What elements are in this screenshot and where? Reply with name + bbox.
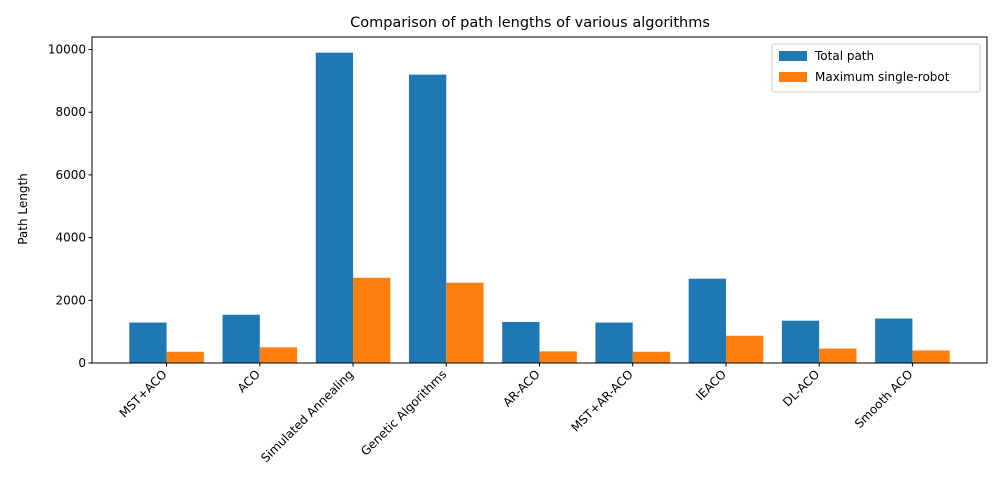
y-tick-label-2: 4000 xyxy=(55,231,86,245)
legend-label-0: Total path xyxy=(814,49,874,63)
bar-total-path-0 xyxy=(129,322,167,363)
y-tick-label-3: 6000 xyxy=(55,168,86,182)
legend: Total path Maximum single-robot xyxy=(771,43,981,93)
y-tick-label-0: 0 xyxy=(78,356,86,370)
legend-swatch-0 xyxy=(779,51,807,61)
chart-title: Comparison of path lengths of various al… xyxy=(350,15,710,31)
y-tick-label-1: 2000 xyxy=(55,293,86,307)
bar-max-single-robot-6 xyxy=(725,335,764,363)
bar-total-path-2 xyxy=(315,52,354,364)
bars-layer xyxy=(129,52,950,364)
bar-total-path-5 xyxy=(595,322,633,363)
bar-total-path-7 xyxy=(781,320,820,363)
legend-box xyxy=(771,43,981,93)
bar-total-path-1 xyxy=(222,314,260,363)
plot-frame xyxy=(91,36,988,364)
bar-max-single-robot-1 xyxy=(259,347,298,363)
legend-label-1: Maximum single-robot xyxy=(815,70,950,84)
y-axis-ticks: 0 2000 4000 6000 8000 10000 xyxy=(48,43,92,370)
bar-max-single-robot-8 xyxy=(912,350,950,363)
bar-total-path-6 xyxy=(688,278,726,363)
bar-max-single-robot-4 xyxy=(539,351,577,363)
bar-max-single-robot-0 xyxy=(166,351,204,363)
legend-swatch-1 xyxy=(779,72,807,82)
y-tick-label-5: 10000 xyxy=(48,43,86,57)
bar-total-path-8 xyxy=(875,318,913,363)
bar-max-single-robot-3 xyxy=(446,282,484,363)
bar-total-path-3 xyxy=(408,74,447,363)
bar-max-single-robot-5 xyxy=(632,351,671,363)
bar-total-path-4 xyxy=(502,321,540,363)
bar-max-single-robot-2 xyxy=(353,277,391,363)
y-tick-label-4: 8000 xyxy=(55,105,86,119)
y-axis-label: Path Length xyxy=(16,173,30,245)
bar-max-single-robot-7 xyxy=(819,348,857,363)
